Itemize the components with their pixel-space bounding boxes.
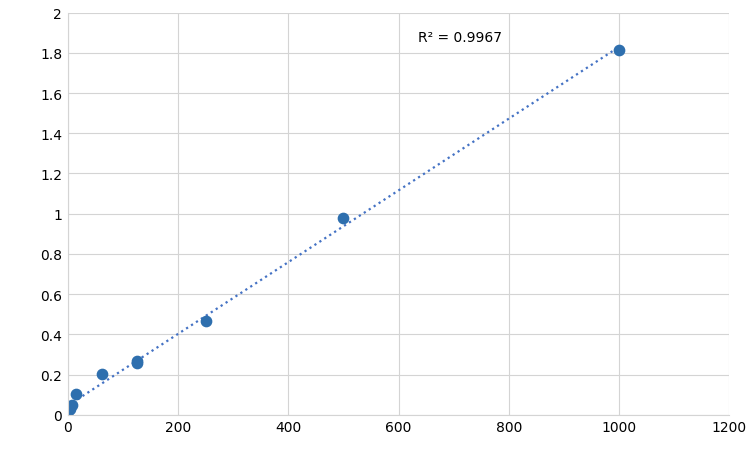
Point [66,402,78,409]
Point [131,360,143,367]
Point [613,48,625,55]
Point [70,391,82,398]
Point [338,214,350,221]
Point [62,408,74,415]
Point [199,318,211,325]
Point [131,358,143,365]
Point [96,371,108,378]
Text: R² = 0.9967: R² = 0.9967 [418,31,502,45]
Point [64,406,76,413]
